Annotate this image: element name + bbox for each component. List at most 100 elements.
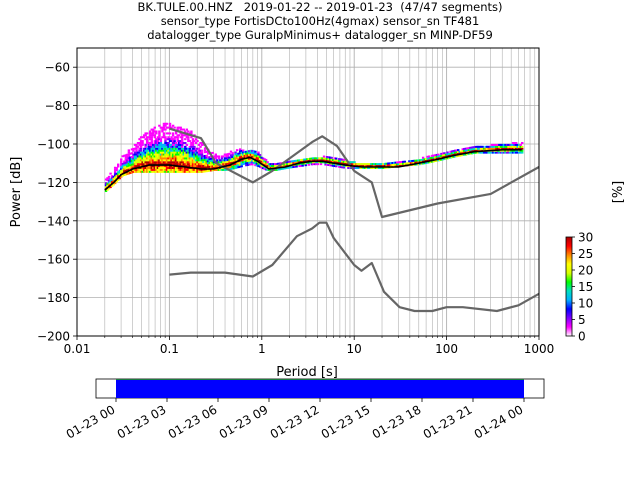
psd-cell — [231, 157, 234, 160]
psd-cell — [174, 143, 178, 146]
psd-cell — [304, 164, 307, 167]
psd-cell — [316, 163, 320, 166]
psd-cell — [176, 134, 179, 137]
psd-cell — [162, 170, 166, 173]
psd-cell — [507, 143, 510, 146]
psd-cell — [255, 164, 259, 167]
psd-cell — [511, 147, 515, 150]
psd-cell — [234, 166, 237, 169]
psd-cell — [309, 159, 312, 162]
psd-cell — [167, 170, 170, 173]
psd-cell — [205, 158, 208, 161]
psd-cell — [153, 136, 157, 139]
psd-cell — [145, 140, 149, 143]
psd-cell — [153, 147, 157, 150]
psd-cell — [158, 168, 161, 171]
psd-cell — [225, 159, 228, 162]
psd-cell — [190, 151, 193, 154]
psd-cell — [109, 180, 112, 183]
psd-cell — [238, 150, 242, 153]
psd-cell — [196, 165, 199, 168]
psd-cell — [162, 166, 166, 169]
psd-cell — [226, 156, 230, 159]
psd-cell — [312, 161, 315, 164]
psd-cell — [267, 165, 271, 168]
psd-cell — [158, 145, 161, 148]
psd-cell — [126, 167, 129, 170]
psd-cell — [176, 157, 179, 160]
colorbar-tick-label: 15 — [578, 280, 593, 294]
psd-cell — [313, 159, 317, 162]
psd-cell — [219, 159, 222, 162]
psd-cell — [303, 158, 306, 161]
psd-cell — [132, 165, 135, 168]
psd-cell — [502, 147, 506, 150]
psd-cell — [284, 167, 288, 170]
psd-cell — [210, 159, 213, 162]
psd-cell — [153, 149, 157, 152]
psd-cell — [179, 143, 182, 146]
psd-cell — [466, 153, 469, 156]
psd-cell — [513, 145, 516, 148]
psd-cell — [242, 153, 245, 156]
psd-cell — [193, 168, 196, 171]
psd-cell — [144, 163, 147, 166]
psd-cell — [113, 168, 117, 171]
psd-cell — [458, 150, 461, 153]
psd-cell — [190, 130, 193, 133]
psd-cell — [190, 157, 193, 160]
psd-cell — [237, 156, 240, 159]
psd-cell — [173, 142, 176, 144]
psd-cell — [165, 170, 169, 173]
x-tick-label: 1000 — [524, 342, 555, 356]
psd-cell — [217, 168, 221, 171]
psd-cell — [353, 163, 356, 166]
psd-cell — [126, 153, 129, 156]
psd-cell — [203, 147, 207, 150]
psd-cell — [469, 148, 472, 151]
psd-cell — [124, 167, 128, 170]
psd-cell — [519, 149, 522, 152]
psd-cell — [441, 152, 445, 155]
psd-cell — [179, 153, 182, 156]
psd-cell — [136, 159, 140, 162]
psd-cell — [396, 161, 399, 164]
psd-cell — [190, 168, 193, 171]
psd-cell — [226, 166, 230, 169]
psd-cell — [197, 149, 201, 152]
psd-cell — [303, 160, 306, 163]
psd-cell — [467, 147, 471, 150]
psd-cell — [208, 165, 211, 168]
psd-cell — [181, 161, 184, 164]
psd-cell — [120, 162, 123, 165]
psd-cell — [310, 161, 314, 164]
psd-cell — [165, 147, 169, 150]
psd-cell — [502, 143, 506, 146]
psd-cell — [228, 158, 231, 161]
psd-cell — [152, 165, 155, 168]
psd-cell — [382, 163, 385, 166]
psd-cell — [167, 132, 170, 135]
psd-cell — [120, 168, 123, 171]
psd-cell — [277, 168, 280, 171]
psd-cell — [188, 163, 192, 166]
psd-cell — [507, 145, 510, 148]
psd-cell — [353, 161, 356, 164]
psd-cell — [181, 140, 184, 143]
psd-cell — [315, 161, 318, 164]
psd-cell — [335, 159, 338, 162]
psd-cell — [252, 152, 256, 155]
psd-cell — [117, 165, 120, 168]
psd-cell — [145, 155, 149, 158]
psd-cell — [153, 153, 157, 156]
psd-cell — [168, 122, 172, 125]
psd-cell — [258, 154, 262, 157]
psd-cell — [225, 161, 228, 164]
psd-cell — [335, 161, 338, 164]
psd-cell — [149, 151, 152, 154]
psd-cell — [158, 165, 161, 168]
psd-cell — [142, 155, 146, 158]
psd-cell — [412, 161, 416, 164]
psd-cell — [481, 147, 484, 150]
psd-cell — [139, 143, 143, 146]
